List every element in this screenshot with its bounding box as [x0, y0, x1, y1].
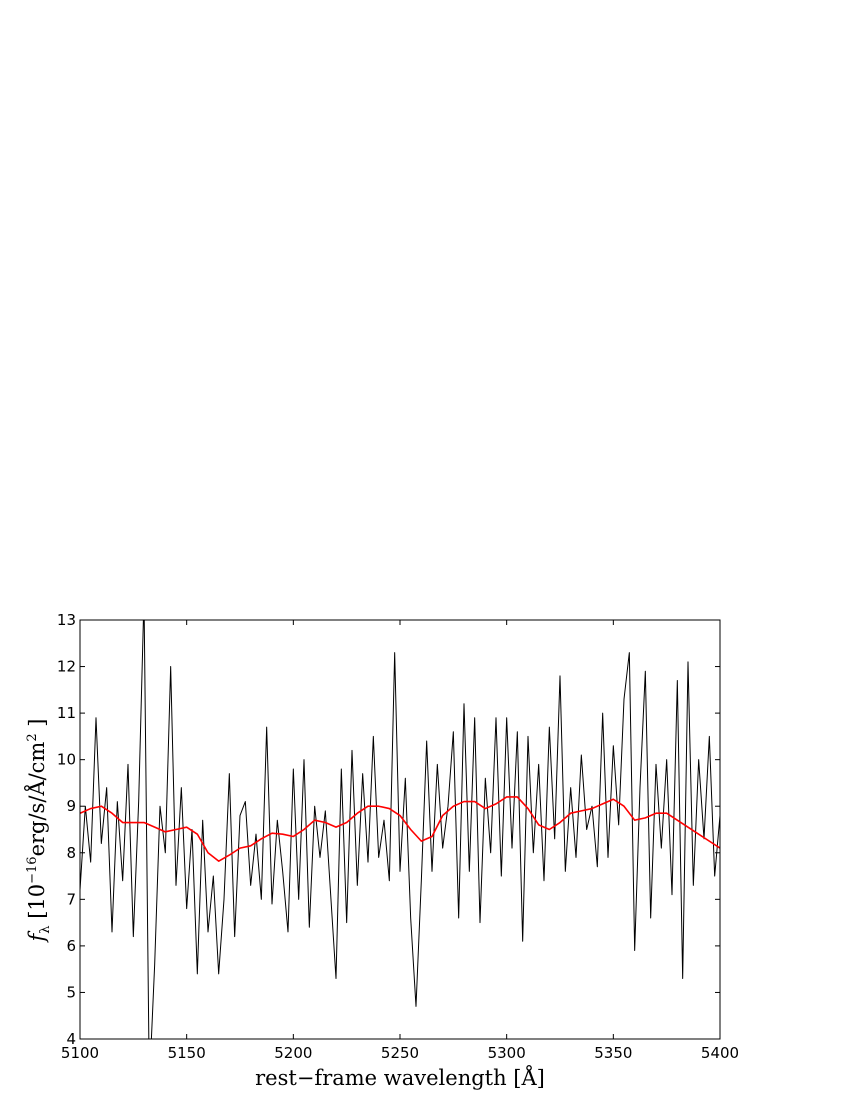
y-tick-label: 6 [66, 937, 76, 955]
y-label-part: λ [38, 925, 53, 933]
y-tick-label: 9 [66, 797, 76, 815]
y-label-part: 2 [25, 733, 40, 741]
x-tick-label: 5250 [381, 1044, 419, 1062]
y-tick-label: 8 [66, 844, 76, 862]
x-tick-label: 5400 [701, 1044, 739, 1062]
y-tick-label: 4 [66, 1030, 76, 1048]
y-tick-label: 7 [66, 890, 76, 908]
x-tick-label: 5100 [61, 1044, 99, 1062]
y-tick-label: 12 [57, 658, 76, 676]
x-tick-label: 5350 [594, 1044, 632, 1062]
y-label-part: erg/s/Å/cm [24, 742, 49, 857]
plot-area [80, 620, 720, 1039]
y-tick-label: 11 [57, 704, 76, 722]
y-tick-label: 5 [66, 983, 76, 1001]
x-tick-label: 5150 [168, 1044, 206, 1062]
y-label-part: f [25, 930, 49, 943]
x-tick-label: 5300 [488, 1044, 526, 1062]
x-axis-label: rest−frame wavelength [Å] [255, 1065, 545, 1090]
y-axis-label: fλ [10−16erg/s/Å/cm2 ] [24, 719, 53, 944]
y-label-part: −16 [25, 856, 40, 883]
y-label-part: [10 [25, 884, 49, 926]
x-tick-label: 5200 [274, 1044, 312, 1062]
y-tick-label: 13 [57, 611, 76, 629]
series-line [80, 796, 720, 862]
y-label-part: ] [25, 719, 49, 734]
y-tick-label: 10 [57, 751, 76, 769]
series-line [80, 620, 720, 1039]
lines [80, 620, 720, 1039]
